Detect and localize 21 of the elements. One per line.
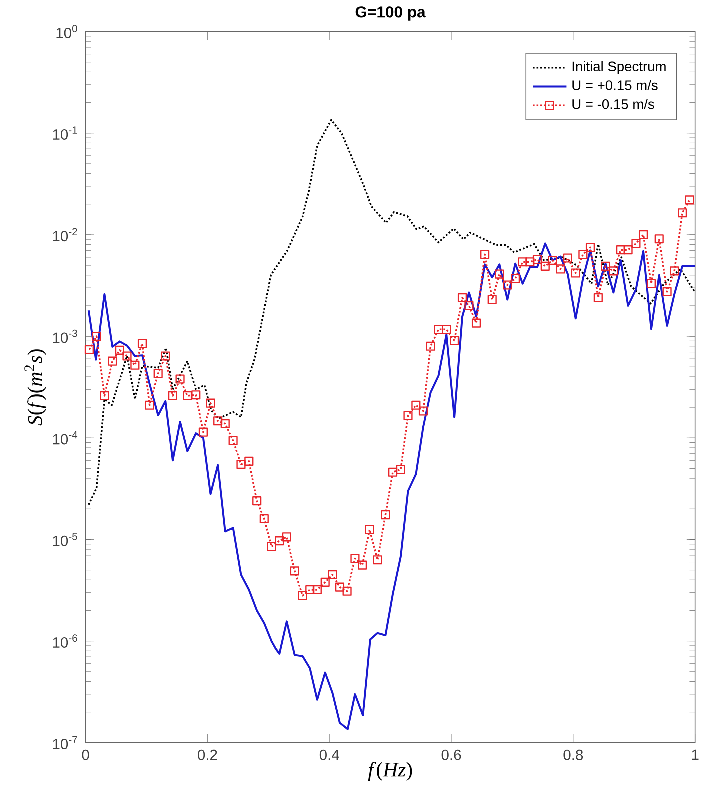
y-tick-label: 10$^{-6}$ [53,634,78,648]
y-axis-title: S(f)(m$^{2}$s) [24,350,47,426]
legend-label: U = +0.15 m/s [572,80,658,90]
y-tick-label: 10$^{0}$ [56,25,78,38]
y-tick-label: 10$^{-4}$ [53,432,78,445]
x-tick-label: 0.6 [442,750,462,760]
legend-label: U = -0.15 m/s [572,99,654,110]
y-tick-label: 10$^{-1}$ [53,126,78,140]
x-tick-label: 0.8 [564,750,584,760]
x-tick-label: 0 [82,750,90,760]
legend-label: Initial Spectrum [572,61,666,74]
y-tick-label: 10$^{-3}$ [53,330,78,344]
x-tick-label: 1 [692,750,699,760]
y-tick-label: 10$^{-2}$ [53,228,78,242]
x-axis-title: f(Hz) [368,762,412,782]
x-tick-label: 0.4 [320,750,340,760]
y-tick-label: 10$^{-5}$ [53,533,78,546]
y-tick-label: 10$^{-7}$ [53,736,78,750]
line-series [88,119,696,506]
chart-title: G=100 pa [356,6,426,21]
x-tick-label: 0.2 [198,750,218,760]
